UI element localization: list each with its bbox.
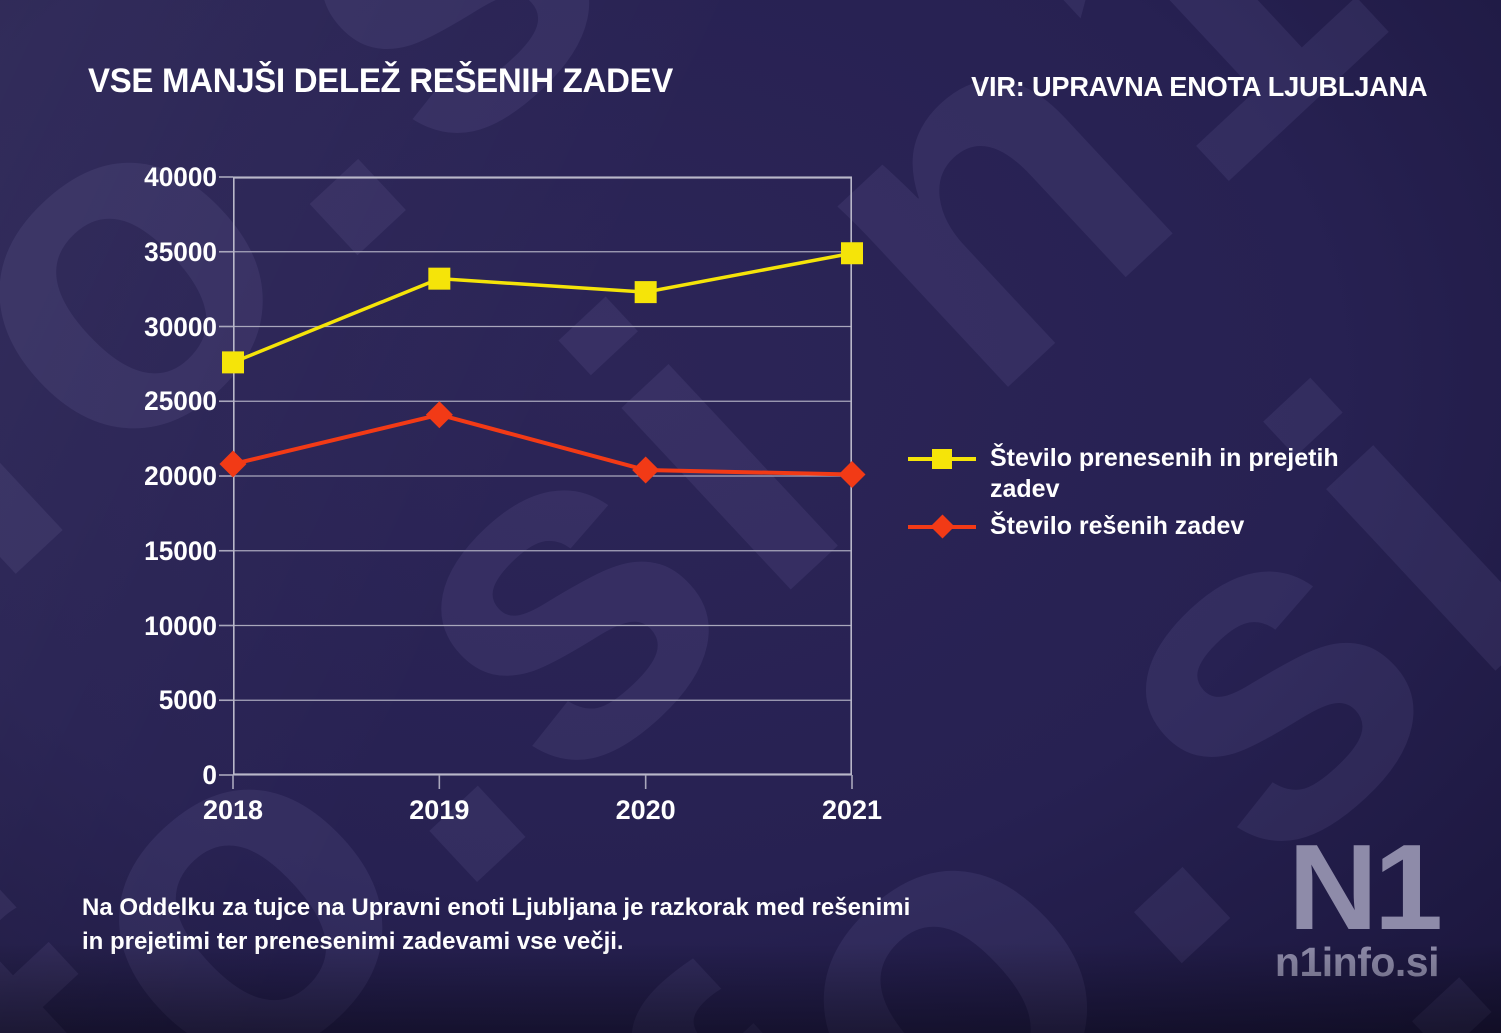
x-axis-label: 2020 [615, 795, 676, 825]
series-line [232, 251, 853, 365]
data-point-marker [634, 281, 657, 304]
legend-diamond-marker-icon [929, 514, 955, 539]
y-axis-label: 10000 [144, 610, 217, 641]
legend-symbol [908, 511, 976, 542]
y-axis-label: 5000 [158, 685, 217, 716]
chart-svg [219, 176, 866, 789]
data-point-marker [632, 456, 660, 484]
legend-label: Število rešenih zadev [990, 512, 1245, 540]
page-title: VSE MANJŠI DELEŽ REŠENIH ZADEV [88, 62, 674, 100]
series-line [232, 412, 853, 477]
caption: Na Oddelku za tujce na Upravni enoti Lju… [82, 891, 910, 959]
data-point-marker [841, 242, 863, 265]
x-axis-label: 2018 [202, 795, 264, 825]
legend-label: Število prenesenih in prejetih zadev [990, 444, 1339, 503]
x-axis-label: 2019 [409, 795, 470, 825]
data-point-marker [838, 461, 866, 489]
source-label: VIR: UPRAVNA ENOTA LJUBLJANA [970, 71, 1428, 102]
legend-symbol [908, 443, 976, 474]
caption-line-1: Na Oddelku za tujce na Upravni enoti Lju… [82, 894, 911, 921]
y-axis-label: 15000 [144, 535, 217, 566]
data-point-marker [428, 267, 451, 290]
data-point-marker [219, 450, 247, 478]
legend-square-marker-icon [932, 448, 952, 469]
y-axis-label: 0 [202, 760, 217, 790]
n1-logo-mark: N1 [1288, 819, 1443, 955]
chart-legend: Število prenesenih in prejetih zadev Štev… [908, 443, 1388, 548]
x-axis-label: 2021 [821, 795, 883, 825]
y-axis-label: 25000 [144, 386, 217, 417]
y-axis-label: 35000 [144, 236, 217, 267]
caption-line-2: in prejetimi ter prenesenimi zadevami vs… [82, 928, 624, 955]
n1-site-label: n1info.si [1274, 939, 1440, 985]
legend-entry: Število rešenih zadev [908, 511, 1388, 542]
y-axis-label: 30000 [144, 311, 217, 342]
y-axis-label: 20000 [144, 461, 217, 491]
legend-entry: Število prenesenih in prejetih zadev [908, 443, 1388, 505]
chart-plot-area: 0 5000 10000 15000 20000 25000 30000 35000 40000… [144, 162, 882, 825]
n1-logo: N1 n1info.si [1274, 819, 1443, 985]
data-point-marker [425, 401, 453, 429]
data-point-marker [222, 351, 244, 374]
y-axis-label: 40000 [144, 162, 217, 192]
